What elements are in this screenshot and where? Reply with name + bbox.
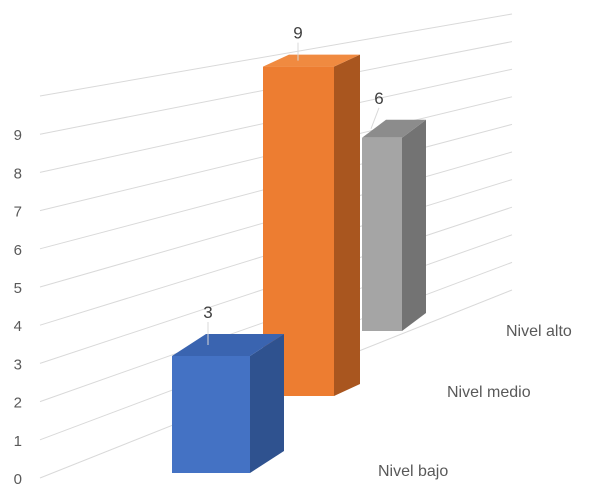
bar-side-nivel-bajo: [250, 334, 284, 473]
category-label: Nivel medio: [447, 384, 531, 401]
y-tick-label: 7: [14, 204, 22, 221]
gridline: [39, 13, 513, 97]
bar-side-nivel-alto: [402, 119, 426, 331]
y-tick-label: 4: [14, 318, 22, 335]
data-label: 6: [374, 89, 383, 108]
y-axis-ticks: 0 1 2 3 4 5 6 7 8 9: [14, 127, 22, 488]
category-label: Nivel alto: [506, 323, 572, 340]
bar-top-nivel-medio: [263, 54, 360, 67]
bar-nivel-bajo: [172, 356, 250, 473]
bar-top-nivel-bajo: [172, 334, 284, 356]
y-tick-label: 2: [14, 395, 22, 412]
bar-top-nivel-alto: [362, 119, 426, 138]
bars: [172, 54, 426, 473]
y-tick-label: 9: [14, 127, 22, 144]
y-tick-label: 3: [14, 356, 22, 373]
bar-side-nivel-medio: [334, 54, 360, 396]
category-label: Nivel bajo: [378, 463, 448, 480]
y-tick-label: 1: [14, 433, 22, 450]
y-tick-label: 8: [14, 165, 22, 182]
y-tick-label: 5: [14, 280, 22, 297]
y-tick-label: 6: [14, 242, 22, 259]
data-label: 9: [293, 24, 302, 43]
y-tick-label: 0: [14, 471, 22, 488]
bar-nivel-alto: [362, 137, 402, 331]
data-labels: 3 9 6: [203, 24, 384, 345]
data-label-leader: [370, 107, 380, 129]
data-label: 3: [203, 303, 212, 322]
category-labels: Nivel bajo Nivel medio Nivel alto: [378, 323, 572, 480]
